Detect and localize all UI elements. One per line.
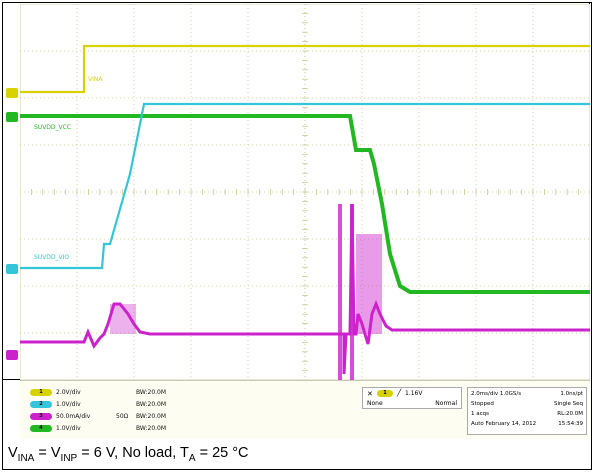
acq-row-timebase: 2.0ms/div 1.0GS/s 1.0ns/pt [471, 391, 583, 397]
ch3-impedance: 50Ω [116, 412, 129, 420]
trigger-coupling: None [367, 400, 383, 407]
ch4-badge[interactable]: 4 [30, 424, 52, 432]
acquisition-panel[interactable]: 2.0ms/div 1.0GS/s 1.0ns/pt Stopped Singl… [467, 387, 587, 435]
ch2-marker-icon [6, 264, 18, 274]
trigger-mode: Normal [435, 400, 457, 407]
caption-sub-a: A [188, 452, 196, 464]
ch1-badge[interactable]: 1 [30, 388, 52, 396]
ch4-scale: 1.0V/div [56, 424, 81, 432]
ch2-scale: 1.0V/div [56, 400, 81, 408]
resolution: 1.0ns/pt [560, 391, 583, 397]
ch1-trace-label: VINA [88, 76, 103, 83]
caption-rest: = 6 V, No load, T [77, 445, 189, 461]
graticule [20, 4, 590, 380]
caption-sub-ina: INA [17, 452, 35, 464]
acq-row-state: Stopped Single Seq [471, 401, 583, 407]
ch3-scale: 50.0mA/div [56, 412, 91, 420]
figure-caption: VINA = VINP = 6 V, No load, TA = 25 °C [8, 445, 249, 464]
record-length: RL:20.0M [557, 411, 583, 417]
acq-mode: Auto [471, 421, 484, 427]
ch4-trace-label: SUVDD_VCC [34, 124, 72, 131]
ch1-trace [20, 44, 590, 94]
ch3-marker-icon [6, 350, 18, 360]
ch2-badge[interactable]: 2 [30, 400, 52, 408]
ch4-bandwidth: BW:20.0M [136, 424, 167, 432]
trigger-panel[interactable]: 1 ✕ ╱ 1.16V None Normal [362, 387, 462, 409]
status-bar: 1 2.0V/div BW:20.0M 2 1.0V/div BW:20.0M … [20, 380, 590, 439]
acq-date: February 14, 2012 [485, 421, 537, 427]
caption-eq: = V [34, 445, 61, 461]
acq-time: 15:54:39 [558, 421, 583, 427]
rising-edge-icon: ╱ [397, 389, 402, 397]
ch1-scale: 2.0V/div [56, 388, 81, 396]
ch4-marker-icon [6, 112, 18, 122]
acq-count: 1 acqs [471, 411, 489, 417]
oscilloscope-screen: VINA SUVDD_VCC SUVDD_VIO [20, 4, 590, 380]
channel-row-1: 1 2.0V/div BW:20.0M [30, 387, 196, 397]
caption-sub-inp: INP [60, 452, 78, 464]
waveform-plot [20, 4, 590, 380]
sample-rate: 1.0GS/s [499, 391, 522, 397]
ch1-bandwidth: BW:20.0M [136, 388, 167, 396]
trigger-x-icon: ✕ [367, 390, 373, 398]
ch2-trace [20, 102, 590, 270]
caption-v: V [8, 445, 18, 461]
ch2-bandwidth: BW:20.0M [136, 400, 167, 408]
ch3-bandwidth: BW:20.0M [136, 412, 167, 420]
acq-seq: Single Seq [553, 401, 583, 407]
ch4-trace [20, 114, 590, 294]
channel-row-4: 4 1.0V/div BW:20.0M [30, 423, 196, 433]
ch2-trace-label: SUVDD_VIO [34, 254, 70, 261]
ch3-badge[interactable]: 3 [30, 412, 52, 420]
acq-state: Stopped [471, 401, 494, 407]
channel-row-3: 3 50.0mA/div 50Ω BW:20.0M [30, 411, 196, 421]
channel-row-2: 2 1.0V/div BW:20.0M [30, 399, 196, 409]
timebase: 2.0ms/div [471, 391, 499, 397]
ch3-trace [20, 203, 590, 380]
trigger-level: 1.16V [405, 390, 423, 397]
figure-frame [2, 2, 592, 470]
acq-row-date: Auto February 14, 2012 15:54:39 [471, 421, 583, 427]
ch1-marker-icon [6, 88, 18, 98]
caption-tail: = 25 °C [195, 445, 249, 461]
trigger-source-badge: 1 [377, 390, 393, 397]
acq-row-count: 1 acqs RL:20.0M [471, 411, 583, 417]
